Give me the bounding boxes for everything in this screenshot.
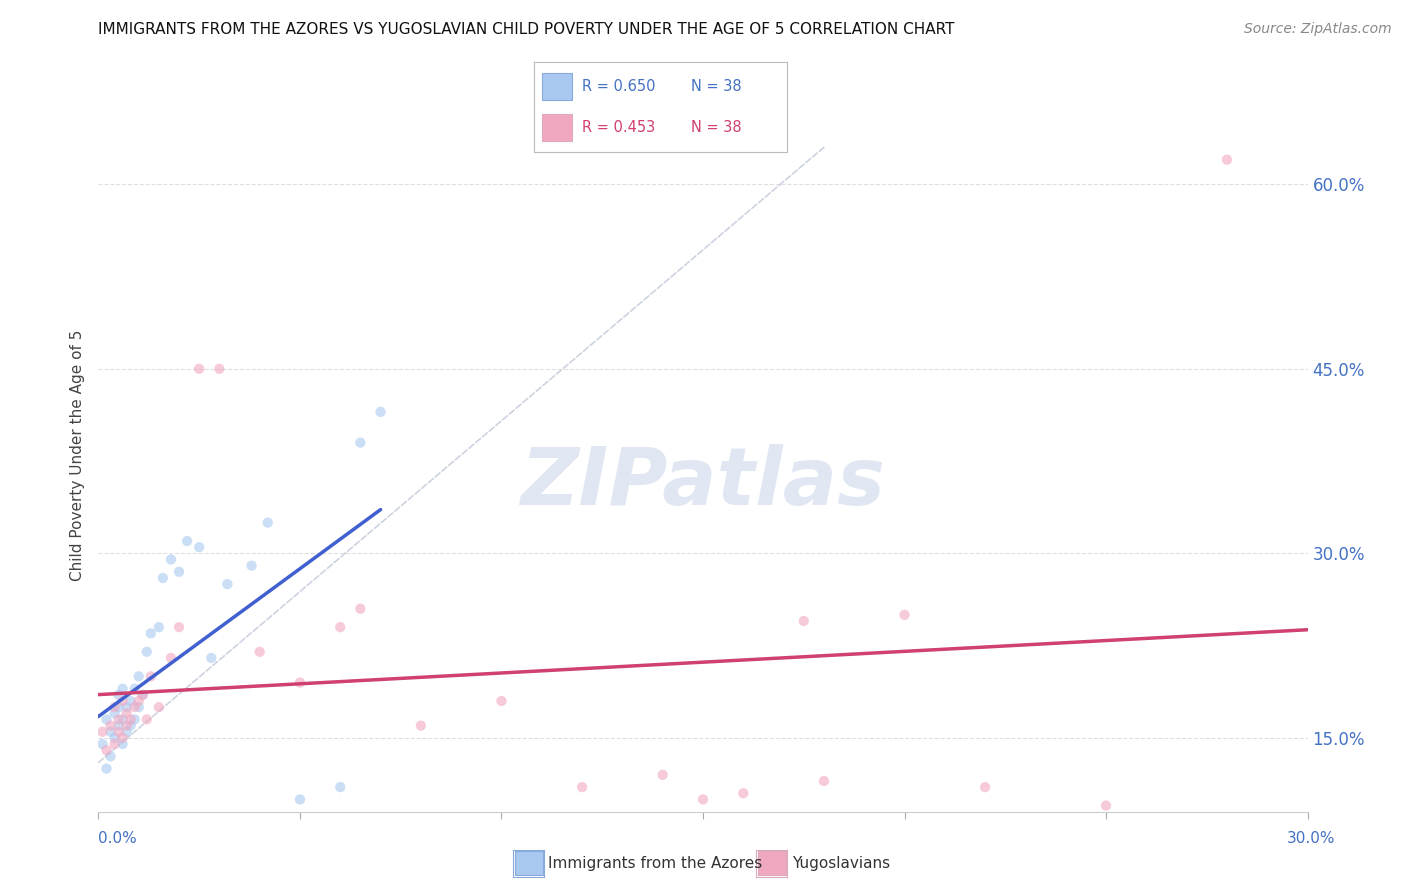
Point: [132, 688, 155, 702]
Point: [288, 675, 311, 690]
Point: [160, 651, 183, 665]
Point: [152, 571, 174, 585]
Point: [128, 700, 150, 714]
FancyBboxPatch shape: [515, 851, 543, 876]
Point: [135, 645, 157, 659]
Point: [139, 669, 162, 683]
Point: [176, 534, 198, 549]
Point: [128, 669, 150, 683]
Point: [115, 706, 138, 721]
Point: [111, 681, 134, 696]
Point: [96, 762, 118, 776]
Point: [115, 718, 138, 732]
Point: [1216, 153, 1239, 167]
Point: [107, 724, 129, 739]
Text: ZIPatlas: ZIPatlas: [520, 444, 886, 523]
Y-axis label: Child Poverty Under the Age of 5: Child Poverty Under the Age of 5: [69, 329, 84, 581]
Point: [329, 780, 352, 794]
Point: [139, 626, 162, 640]
Point: [100, 749, 122, 764]
Point: [974, 780, 997, 794]
Point: [692, 792, 714, 806]
Point: [96, 743, 118, 757]
Point: [100, 724, 122, 739]
Text: Yugoslavians: Yugoslavians: [792, 856, 890, 871]
Point: [124, 713, 146, 727]
Point: [107, 713, 129, 727]
Point: [188, 540, 211, 554]
Point: [128, 694, 150, 708]
Point: [96, 713, 118, 727]
Point: [111, 731, 134, 745]
Point: [160, 552, 183, 566]
Point: [329, 620, 352, 634]
Point: [120, 713, 142, 727]
Text: IMMIGRANTS FROM THE AZORES VS YUGOSLAVIAN CHILD POVERTY UNDER THE AGE OF 5 CORRE: IMMIGRANTS FROM THE AZORES VS YUGOSLAVIA…: [98, 22, 955, 37]
Point: [135, 713, 157, 727]
Point: [571, 780, 593, 794]
Text: N = 38: N = 38: [692, 79, 742, 94]
Point: [100, 718, 122, 732]
Point: [256, 516, 278, 530]
FancyBboxPatch shape: [758, 851, 786, 876]
Point: [132, 688, 155, 702]
Text: Immigrants from the Azores: Immigrants from the Azores: [548, 856, 762, 871]
Point: [249, 645, 271, 659]
Point: [103, 737, 125, 751]
Text: Source: ZipAtlas.com: Source: ZipAtlas.com: [1244, 22, 1392, 37]
FancyBboxPatch shape: [541, 114, 572, 141]
Point: [813, 774, 835, 789]
Point: [111, 713, 134, 727]
Point: [115, 700, 138, 714]
Point: [793, 614, 815, 628]
Point: [103, 731, 125, 745]
Point: [1095, 798, 1118, 813]
FancyBboxPatch shape: [541, 73, 572, 100]
Point: [240, 558, 263, 573]
Point: [409, 718, 432, 732]
Point: [107, 688, 129, 702]
Point: [103, 706, 125, 721]
Point: [148, 700, 170, 714]
Point: [124, 700, 146, 714]
Point: [491, 694, 513, 708]
Text: R = 0.453: R = 0.453: [582, 120, 655, 135]
Text: 30.0%: 30.0%: [1288, 831, 1336, 846]
Point: [107, 700, 129, 714]
Point: [188, 361, 211, 376]
Point: [111, 737, 134, 751]
Point: [200, 651, 222, 665]
Text: N = 38: N = 38: [692, 120, 742, 135]
Point: [288, 792, 311, 806]
Point: [91, 737, 114, 751]
Point: [217, 577, 239, 591]
Point: [349, 601, 371, 615]
Point: [115, 724, 138, 739]
Point: [120, 718, 142, 732]
Text: R = 0.650: R = 0.650: [582, 79, 655, 94]
Point: [107, 718, 129, 732]
Point: [893, 607, 915, 622]
Point: [120, 694, 142, 708]
Point: [349, 435, 371, 450]
Point: [370, 405, 392, 419]
Point: [124, 681, 146, 696]
Point: [733, 786, 755, 800]
Point: [167, 565, 190, 579]
Point: [111, 694, 134, 708]
Point: [651, 768, 673, 782]
Text: 0.0%: 0.0%: [98, 831, 138, 846]
Point: [167, 620, 190, 634]
Point: [148, 620, 170, 634]
Point: [103, 700, 125, 714]
Point: [208, 361, 231, 376]
Point: [91, 724, 114, 739]
